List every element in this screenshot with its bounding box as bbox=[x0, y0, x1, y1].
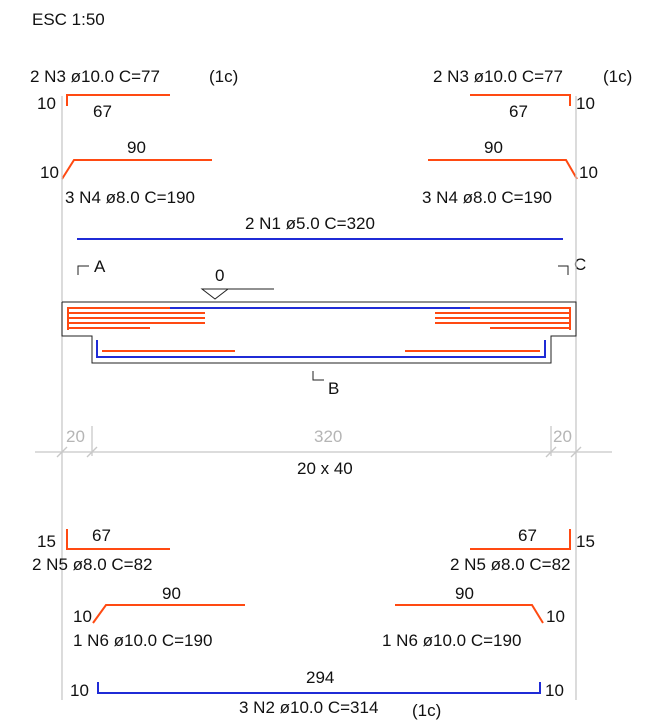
span-dimension-value: 320 bbox=[314, 427, 342, 446]
dimension-slash-1 bbox=[56, 446, 68, 458]
bar-n4-left-label: 3 N4 ø8.0 C=190 bbox=[65, 188, 195, 207]
section-mark-b: B bbox=[312, 371, 339, 398]
beam-outline bbox=[61, 301, 577, 364]
section-mark-a: A bbox=[77, 257, 106, 276]
bar-n4-left-hook: 10 bbox=[40, 163, 59, 182]
bar-n3-left-shape bbox=[66, 94, 170, 106]
scale-label: ESC 1:50 bbox=[32, 10, 105, 29]
bar-n6-left-length: 90 bbox=[162, 584, 181, 603]
bar-n2-suffix: (1c) bbox=[412, 701, 441, 720]
bar-n5-left-shape bbox=[66, 529, 170, 550]
bar-n2-hook-left: 10 bbox=[70, 681, 89, 700]
bar-n6-right-label: 1 N6 ø10.0 C=190 bbox=[382, 631, 521, 650]
bar-n3-left-suffix: (1c) bbox=[209, 67, 238, 86]
bar-n5-left-length: 67 bbox=[92, 526, 111, 545]
bar-n4-right-length: 90 bbox=[484, 138, 503, 157]
bar-n5-right: 67 15 2 N5 ø8.0 C=82 bbox=[450, 526, 595, 574]
bar-n4-right-label: 3 N4 ø8.0 C=190 bbox=[422, 188, 552, 207]
span-dimension: 20 320 20 20 x 40 bbox=[35, 426, 612, 478]
bar-n6-left-label: 1 N6 ø10.0 C=190 bbox=[73, 631, 212, 650]
bar-n2-shape bbox=[97, 682, 541, 694]
dimension-slash-4 bbox=[570, 446, 582, 458]
bar-n4-right-hook: 10 bbox=[579, 163, 598, 182]
bar-n3-left: 2 N3 ø10.0 C=77 (1c) 10 67 bbox=[30, 67, 238, 121]
support-left-dimension: 20 bbox=[66, 427, 85, 446]
bar-n5-right-shape bbox=[470, 529, 571, 550]
bar-n5-left-hook: 15 bbox=[37, 532, 56, 551]
bar-n6-left-hook: 10 bbox=[73, 607, 92, 626]
bar-n1-label: 2 N1 ø5.0 C=320 bbox=[245, 214, 375, 233]
level-marker: 0 bbox=[200, 266, 274, 300]
bar-n4-right-shape bbox=[428, 159, 578, 180]
bar-n6-left-shape bbox=[92, 604, 245, 624]
bar-n3-right-suffix: (1c) bbox=[603, 67, 632, 86]
bar-n4-right: 90 10 3 N4 ø8.0 C=190 bbox=[422, 138, 598, 207]
bar-n3-right-hook: 10 bbox=[576, 94, 595, 113]
section-mark-c-label: C bbox=[574, 255, 586, 274]
bar-n3-right: 2 N3 ø10.0 C=77 (1c) 10 67 bbox=[433, 67, 632, 121]
support-right-dimension: 20 bbox=[553, 427, 572, 446]
section-mark-b-symbol bbox=[312, 371, 324, 381]
beam-bars bbox=[67, 307, 571, 358]
bar-n5-left-label: 2 N5 ø8.0 C=82 bbox=[32, 555, 153, 574]
bar-n6-right-hook: 10 bbox=[546, 607, 565, 626]
bar-n6-left: 90 10 1 N6 ø10.0 C=190 bbox=[73, 584, 245, 650]
bar-n3-right-shape bbox=[470, 94, 571, 106]
dimension-slash-2 bbox=[86, 446, 98, 458]
bar-n6-right: 90 10 1 N6 ø10.0 C=190 bbox=[382, 584, 565, 650]
bar-n3-left-hook: 10 bbox=[37, 94, 56, 113]
bar-n4-left-length: 90 bbox=[127, 138, 146, 157]
bar-n5-left: 67 15 2 N5 ø8.0 C=82 bbox=[32, 526, 170, 574]
bar-n5-right-hook: 15 bbox=[576, 532, 595, 551]
bar-n1: 2 N1 ø5.0 C=320 bbox=[77, 214, 563, 240]
bar-n2-label: 3 N2 ø10.0 C=314 bbox=[239, 698, 378, 717]
bar-n3-left-label: 2 N3 ø10.0 C=77 bbox=[30, 67, 160, 86]
bar-n5-right-label: 2 N5 ø8.0 C=82 bbox=[450, 555, 571, 574]
bar-n5-right-length: 67 bbox=[518, 526, 537, 545]
bar-n6-right-shape bbox=[395, 604, 544, 624]
section-mark-a-symbol bbox=[77, 265, 89, 275]
bar-n2-length: 294 bbox=[306, 668, 334, 687]
section-mark-c: C bbox=[558, 255, 586, 275]
bar-n3-right-length: 67 bbox=[509, 102, 528, 121]
bar-n4-left: 90 10 3 N4 ø8.0 C=190 bbox=[40, 138, 212, 207]
bar-n4-left-shape bbox=[61, 159, 212, 180]
level-marker-triangle bbox=[200, 288, 230, 300]
dimension-slash-3 bbox=[545, 446, 557, 458]
level-marker-label: 0 bbox=[215, 266, 224, 285]
section-mark-b-label: B bbox=[328, 379, 339, 398]
bar-n2: 294 10 10 3 N2 ø10.0 C=314 (1c) bbox=[70, 668, 564, 720]
bar-n3-left-length: 67 bbox=[93, 102, 112, 121]
section-mark-c-symbol bbox=[558, 265, 569, 275]
section-mark-a-label: A bbox=[94, 257, 106, 276]
bar-n6-right-length: 90 bbox=[455, 584, 474, 603]
beam-bottom-bar bbox=[96, 340, 546, 358]
section-dimensions: 20 x 40 bbox=[297, 459, 353, 478]
bar-n3-right-label: 2 N3 ø10.0 C=77 bbox=[433, 67, 563, 86]
bar-n2-hook-right: 10 bbox=[545, 681, 564, 700]
